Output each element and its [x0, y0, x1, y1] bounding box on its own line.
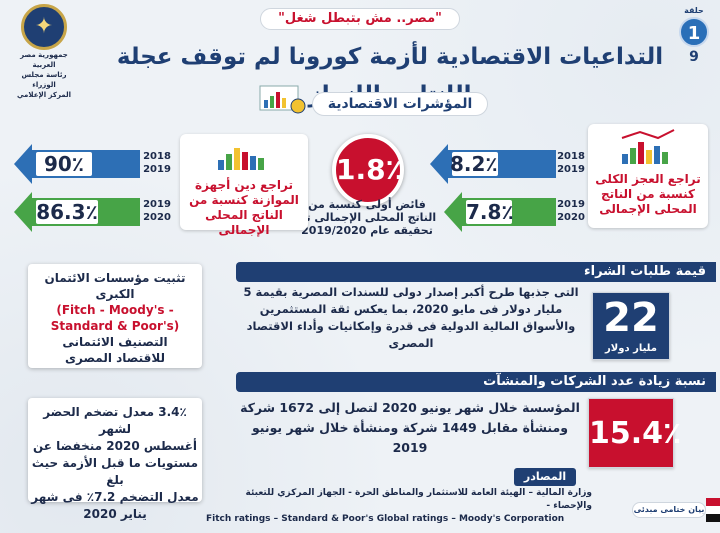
issue-label: حلقة	[684, 6, 704, 15]
flag-white-stripe	[706, 506, 720, 514]
deficit-years-1: 2018 2019	[556, 150, 586, 176]
sources-arabic: وزارة المالية – الهيئة العامة للاستثمار …	[245, 488, 592, 511]
debt-value-2020: 86.3٪	[36, 200, 98, 224]
year-end: 2020	[557, 212, 585, 223]
companies-value-box: 15.4٪	[588, 398, 682, 468]
deficit-years-2: 2019 2020	[556, 198, 586, 224]
rating-line-4: التصنيف الائتمانى	[62, 335, 168, 349]
rating-line-3: Standard & Poor's)	[50, 319, 180, 333]
economy-chart-icon	[259, 85, 306, 114]
purchase-orders-unit: مليار دولار	[605, 343, 657, 354]
deficit-title: تراجع العجز الكلى كنسبة من الناتج المحلى…	[595, 172, 701, 216]
sources-english: Fitch ratings – Standard & Poor's Global…	[206, 514, 565, 524]
sources-label: المصادر	[514, 468, 576, 486]
year-start: 2019	[557, 199, 585, 210]
issue-badge: حلقة 1 9	[674, 6, 714, 86]
rating-line-5: للاقتصاد المصرى	[65, 351, 165, 365]
debt-years-1: 2018 2019	[142, 150, 172, 176]
section-title: المؤشرات الاقتصادية	[312, 92, 488, 116]
debt-years-2: 2019 2020	[142, 198, 172, 224]
subtitle: "مصر.. مش بتبطل شغل"	[260, 8, 460, 30]
year-end: 2019	[143, 164, 171, 175]
purchase-orders-value: 22	[603, 295, 659, 341]
companies-banner: نسبة زيادة عدد الشركات والمنشآت	[236, 372, 716, 392]
year-start: 2018	[557, 151, 585, 162]
inflation-line-4: معدل التضخم 7.2٪ فى شهر	[31, 490, 199, 504]
debt-arrow-1	[14, 144, 140, 184]
deficit-arrow-2	[444, 192, 556, 232]
inflation-line-3: مستويات ما قبل الأزمة حيث بلغ	[31, 456, 199, 487]
inflation-line-5: يناير 2020	[83, 507, 147, 521]
rating-line-2: (Fitch - Moody's -	[56, 303, 174, 317]
deficit-value-2019: 8.2٪	[450, 152, 498, 176]
rating-line-1: تثبيت مؤسسات الائتمان الكبرى	[44, 271, 186, 301]
year-start: 2019	[143, 199, 171, 210]
purchase-orders-text: التى جذبها طرح أكبر إصدار دولى للسندات ا…	[243, 285, 579, 350]
rating-box: تثبيت مؤسسات الائتمان الكبرى (Fitch - Mo…	[28, 264, 202, 368]
inflation-box: 3.4٪ معدل تضخم الحضر لشهر أغسطس 2020 منخ…	[28, 398, 202, 521]
surplus-value: 1.8٪	[332, 134, 404, 206]
deficit-card: تراجع العجز الكلى كنسبة من الناتج المحلى…	[588, 124, 708, 228]
sources-text: وزارة المالية – الهيئة العامة للاستثمار …	[206, 487, 592, 526]
debt-chart-icon	[218, 148, 264, 170]
cabinet-logo: ✦ جمهورية مصر العربية رئاسة مجلس الوزراء…	[14, 4, 74, 99]
logo-line-2: رئاسة مجلس الوزراء	[21, 71, 67, 89]
companies-text: المؤسسة خلال شهر يونيو 2020 لتصل إلى 167…	[240, 400, 580, 455]
year-end: 2019	[557, 164, 585, 175]
inflation-line-2: أغسطس 2020 منخفضا عن	[32, 439, 198, 453]
debt-card: تراجع دين أجهزة الموازنة كنسبة من الناتج…	[180, 134, 308, 237]
deficit-arrow-1	[430, 144, 556, 184]
deficit-chart-icon	[621, 129, 675, 164]
footer-badge: بيان ختامى مبدئى	[632, 502, 706, 518]
issue-number: 1	[679, 17, 709, 47]
surplus-text: فائض أولى كنسبة من الناتج المحلى الإجمال…	[297, 198, 437, 237]
inflation-line-1: 3.4٪ معدل تضخم الحضر لشهر	[43, 405, 187, 436]
purchase-orders-banner: قيمة طلبات الشراء	[236, 262, 716, 282]
logo-line-1: جمهورية مصر العربية	[20, 51, 68, 69]
debt-value-2019: 90٪	[43, 152, 85, 176]
companies-value: 15.4٪	[589, 416, 682, 451]
flag-black-stripe	[706, 514, 720, 522]
debt-title: تراجع دين أجهزة الموازنة كنسبة من الناتج…	[189, 178, 299, 237]
eagle-emblem-icon: ✦	[21, 4, 67, 50]
year-start: 2018	[143, 151, 171, 162]
debt-arrow-2	[14, 192, 140, 232]
page-number: 9	[689, 49, 699, 65]
purchase-orders-value-box: 22 مليار دولار	[592, 292, 670, 360]
logo-line-3: المركز الإعلامي	[16, 91, 72, 99]
deficit-value-2020: 7.8٪	[466, 200, 514, 224]
page-title: التداعيات الاقتصادية لأزمة كورونا لم توق…	[116, 44, 664, 108]
year-end: 2020	[143, 212, 171, 223]
